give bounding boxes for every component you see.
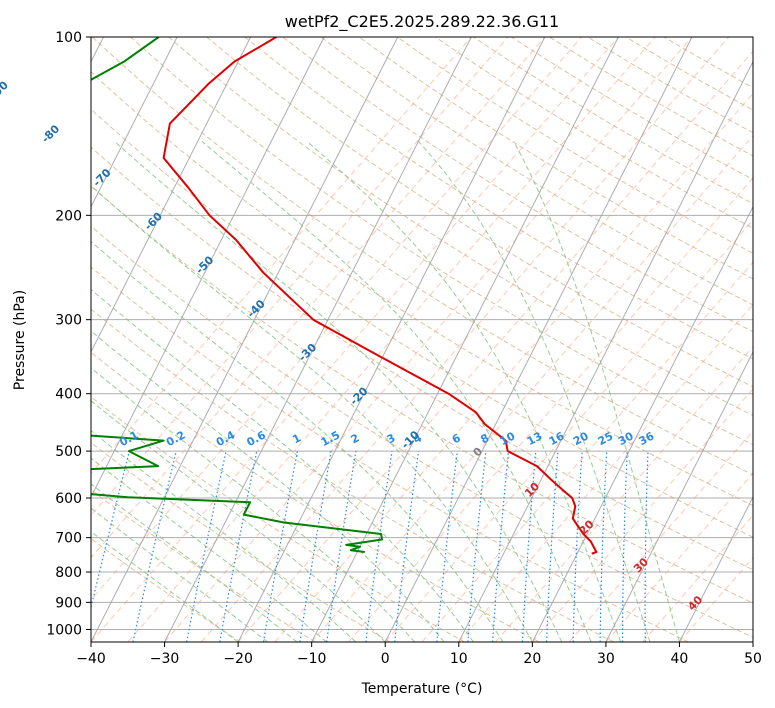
dry-adiabat [320, 37, 753, 306]
mixing-ratio-line [492, 451, 510, 642]
isotherm-line [91, 37, 509, 517]
y-tick-label: 300 [55, 313, 82, 329]
x-tick-label: 50 [744, 651, 762, 667]
mixing-ratio-label: 16 [547, 429, 567, 448]
temperature-trace [162, 37, 598, 555]
mixing-ratio-line [436, 451, 458, 642]
x-tick-label: 20 [523, 651, 541, 667]
pressure-grid [91, 37, 753, 642]
isotherm-line [642, 514, 753, 642]
isotherm-gridline [164, 37, 472, 642]
mixing-ratio-line [132, 450, 177, 642]
y-tick-label: 200 [55, 208, 82, 224]
isotherm-line [348, 177, 753, 642]
axes: −40 −30 −20 −10 0 10 20 30 40 50 100 200 300 400 500 60… [46, 30, 762, 667]
dry-adiabat [130, 37, 753, 446]
isotherm-line [200, 37, 730, 642]
dry-adiabat [91, 146, 753, 571]
isotherm-line [568, 430, 753, 642]
mixing-ratio-label: 10 [498, 429, 518, 448]
mixing-ratio-line [91, 450, 130, 611]
mixing-ratio-line [299, 450, 332, 642]
mixing-ratio-line [365, 451, 393, 642]
isotherm-gridline [237, 37, 546, 642]
isotherm-line [384, 219, 753, 642]
x-tick-label: −20 [223, 651, 253, 667]
isotherm-line [274, 92, 753, 642]
x-tick-label: −40 [76, 651, 106, 667]
isotherm-line [605, 472, 753, 642]
isotherm-gridline [91, 37, 178, 208]
chart-title: wetPf2_C2E5.2025.289.22.36.G11 [285, 12, 559, 32]
x-tick-label: 0 [381, 651, 390, 667]
isotherm-line [91, 37, 546, 559]
mixing-ratio-line [186, 450, 227, 642]
x-tick-label: 40 [671, 651, 689, 667]
isotherm-gridline [384, 37, 693, 642]
profile-traces [91, 37, 598, 555]
isotherm-line [495, 345, 753, 642]
mixing-ratio-label: 20 [571, 429, 591, 448]
isotherm-gridline [531, 205, 753, 642]
isotherm-line [127, 37, 656, 642]
isotherm-gridline [311, 37, 619, 642]
y-tick-label: 100 [55, 30, 82, 46]
dry-adiabat [206, 37, 753, 388]
dry-adiabat [91, 108, 753, 538]
isotherm-line [421, 261, 753, 642]
mixing-ratio-line [394, 451, 420, 642]
y-tick-label: 900 [55, 595, 82, 611]
x-axis-label: Temperature (°C) [361, 681, 483, 697]
isotherm-gridline [91, 37, 399, 642]
y-tick-label: 700 [55, 531, 82, 547]
isotherm-line [237, 50, 753, 642]
mixing-ratio-label: 25 [596, 429, 616, 448]
isotherm-line [311, 134, 753, 642]
x-tick-label: −10 [297, 651, 327, 667]
plot-frame [90, 36, 754, 643]
dry-adiabat [91, 308, 614, 642]
isotherm-line [458, 303, 753, 642]
dry-adiabat [91, 351, 540, 642]
isotherm-line [679, 556, 753, 642]
mixing-ratio-label: 36 [637, 429, 657, 448]
x-tick-label: 30 [597, 651, 615, 667]
isotherm-line [91, 37, 619, 642]
y-tick-label: 500 [55, 444, 82, 460]
mixing-ratio-line [467, 451, 487, 642]
isotherm-gridline [91, 37, 252, 353]
isotherm-line [531, 388, 753, 642]
y-axis-label: Pressure (hPa) [12, 290, 28, 390]
x-tick-label: 10 [450, 651, 468, 667]
mixing-ratio-label: 30 [616, 429, 636, 448]
isotherm-label: -90 [0, 78, 11, 101]
isotherm-gridline [458, 60, 753, 642]
y-tick-label: 600 [55, 491, 82, 507]
x-tick-label: −30 [150, 651, 180, 667]
dewpoint-trace [91, 37, 383, 553]
dry-adiabat [91, 441, 391, 642]
y-tick-label: 1000 [46, 622, 82, 638]
dry-adiabat [91, 538, 242, 642]
dry-adiabat [91, 71, 753, 507]
y-tick-label: 800 [55, 565, 82, 581]
mixing-ratio-line [326, 450, 357, 642]
isotherm-line [164, 37, 693, 642]
y-tick-label: 400 [55, 387, 82, 403]
mixing-ratio-label: 13 [525, 429, 545, 448]
isotherm-line [91, 37, 582, 601]
isotherm-gridline [91, 37, 325, 499]
line-labels: 0.10.20.40.611.52346810131620253036-100-… [0, 78, 706, 613]
isotherm-gridline [605, 350, 753, 642]
isotherm-gridline [678, 495, 753, 642]
dry-adiabat [91, 185, 753, 604]
dry-adiabat [168, 37, 753, 417]
